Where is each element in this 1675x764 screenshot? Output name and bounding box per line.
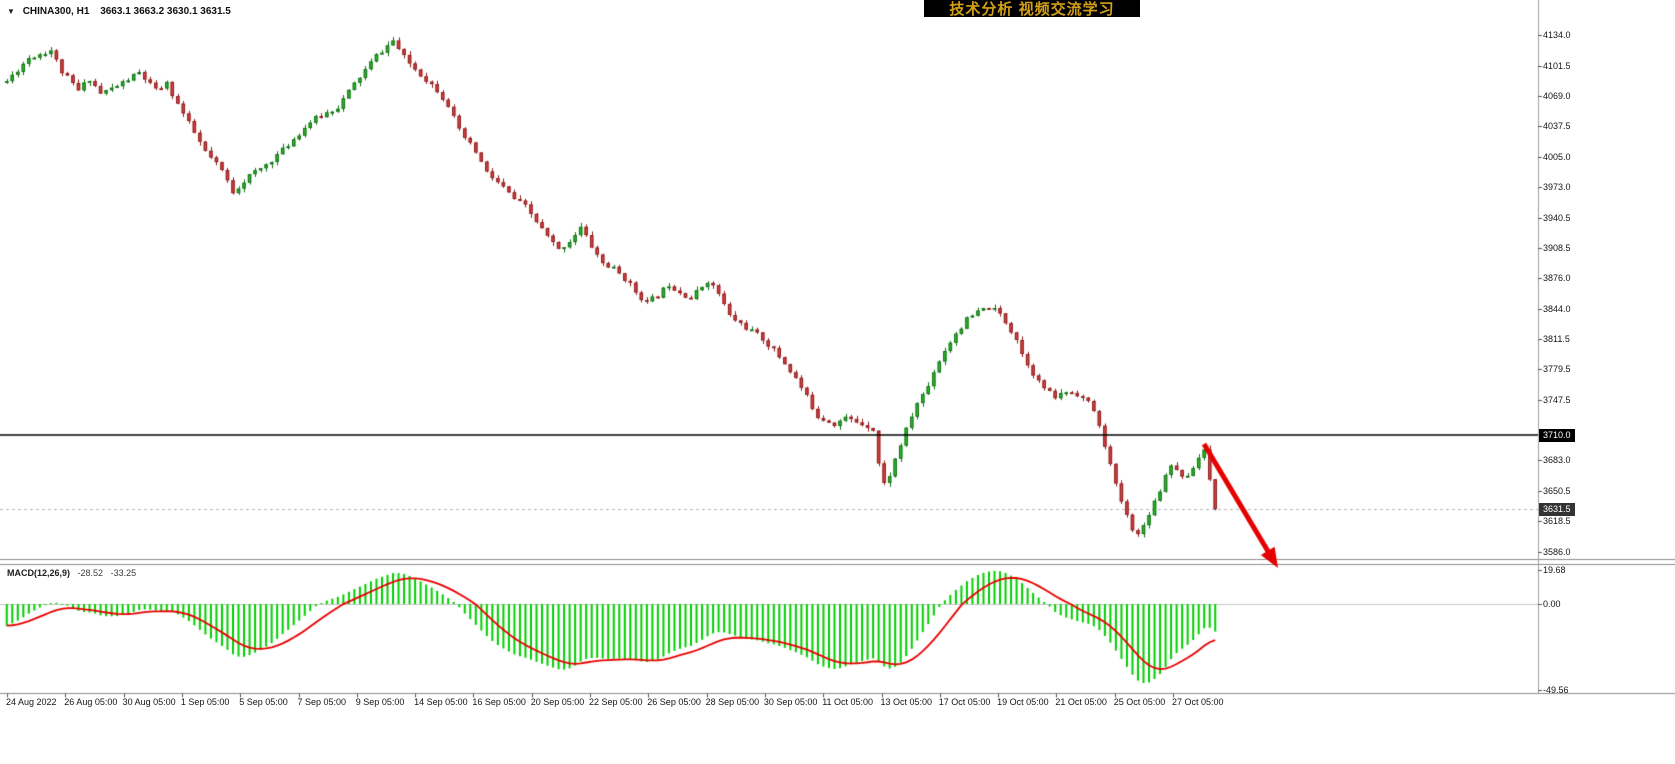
price-tick-label: 3844.0 [1543,303,1571,314]
time-tick-label: 25 Oct 05:00 [1113,697,1166,707]
price-tick-label: 3973.0 [1543,181,1571,192]
hline-price-label[interactable]: 3710.0 [1539,428,1575,442]
ohlc-values: 3663.1 3663.2 3630.1 3631.5 [100,6,231,17]
bid-price-label: 3631.5 [1539,502,1575,516]
macd-tick-label: 0.00 [1543,599,1561,610]
time-tick-label: 30 Aug 05:00 [122,697,176,707]
macd-main-value: -28.52 [77,568,104,578]
promo-banner: 技术分析 视频交流学习 [924,0,1140,17]
price-tick-label: 3650.5 [1543,486,1571,497]
time-tick-label: 22 Sep 05:00 [589,697,643,707]
price-tick-label: 4134.0 [1543,30,1571,40]
time-tick-label: 24 Aug 2022 [6,697,57,707]
time-tick-label: 17 Oct 05:00 [938,697,991,707]
price-tick-label: 3779.5 [1543,364,1571,375]
price-tick-label: 3811.5 [1543,334,1570,345]
chart-header: ▼ CHINA300, H1 3663.1 3663.2 3630.1 3631… [7,6,231,17]
time-tick-label: 30 Sep 05:00 [763,697,818,707]
promo-banner-text: 技术分析 视频交流学习 [949,1,1115,17]
time-tick-label: 16 Sep 05:00 [472,697,526,707]
macd-tick-label: -49.56 [1543,685,1569,695]
price-tick-label: 3683.0 [1543,455,1571,466]
price-tick-label: 4101.5 [1543,60,1571,71]
time-tick-label: 27 Oct 05:00 [1172,697,1224,707]
time-tick-label: 21 Oct 05:00 [1055,697,1107,707]
price-tick-label: 3747.5 [1543,394,1571,405]
time-tick-label: 14 Sep 05:00 [414,697,468,707]
time-tick-label: 20 Sep 05:00 [530,697,585,707]
price-tick-label: 4037.5 [1543,121,1571,132]
price-tick-label: 4069.0 [1543,91,1571,102]
time-tick-label: 11 Oct 05:00 [822,697,874,707]
time-tick-label: 9 Sep 05:00 [355,697,405,707]
symbol-period-label: CHINA300, H1 [22,6,90,17]
time-tick-label: 7 Sep 05:00 [297,697,347,707]
time-tick-label: 13 Oct 05:00 [880,697,933,707]
time-tick-label: 26 Aug 05:00 [64,697,118,707]
time-tick-label: 26 Sep 05:00 [647,697,701,707]
price-tick-label: 3586.0 [1543,547,1571,557]
price-tick-label: 4005.0 [1543,151,1571,162]
collapse-chart-icon[interactable]: ▼ [7,7,15,16]
time-tick-label: 19 Oct 05:00 [997,697,1049,707]
price-tick-label: 3940.5 [1543,212,1571,223]
time-tick-label: 5 Sep 05:00 [239,697,288,707]
macd-signal-value: -33.25 [110,568,137,578]
time-tick-label: 1 Sep 05:00 [180,697,230,707]
macd-tick-label: 19.68 [1543,565,1566,575]
price-tick-label: 3876.0 [1543,273,1571,284]
macd-indicator-label: MACD(12,26,9) -28.52 -33.25 [7,568,136,578]
price-tick-label: 3618.5 [1543,516,1571,527]
price-tick-label: 3908.5 [1543,242,1571,253]
time-tick-label: 28 Sep 05:00 [705,697,760,707]
macd-name: MACD(12,26,9) [7,568,71,578]
